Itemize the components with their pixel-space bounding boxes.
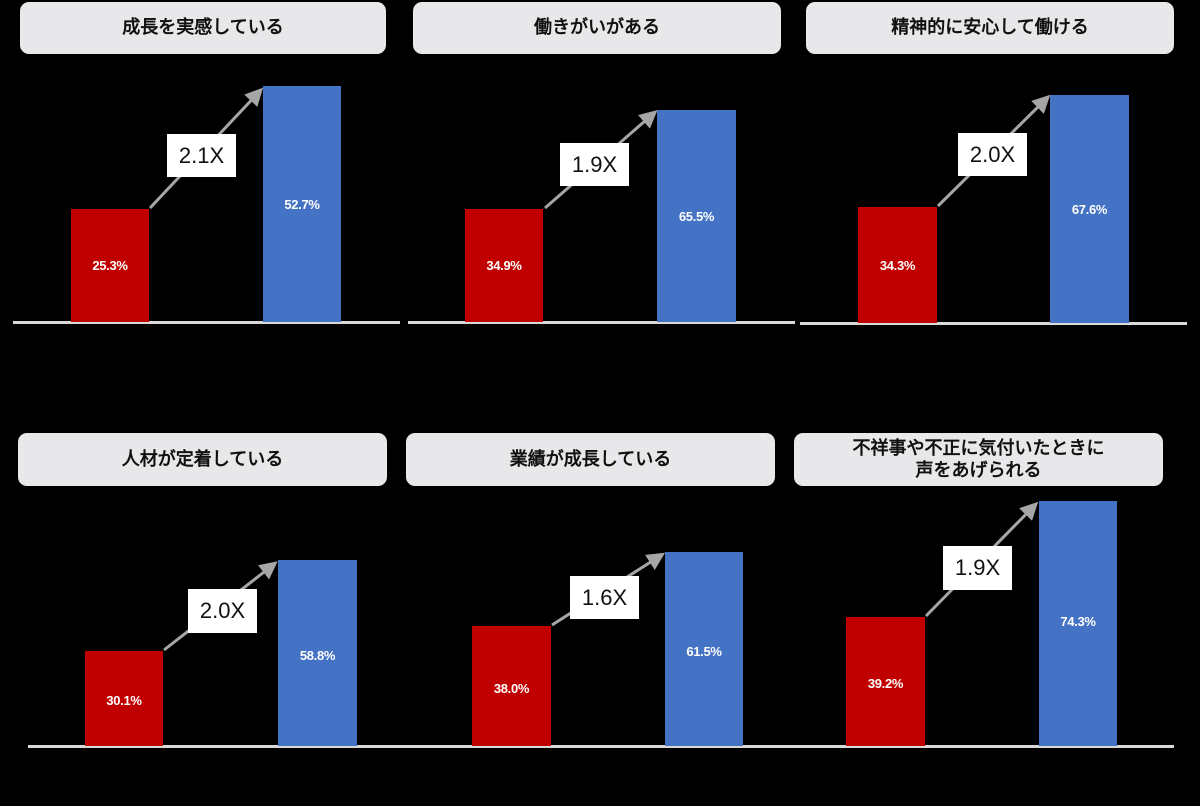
panel-title: 成長を実感している — [20, 2, 386, 54]
ratio-label: 2.0X — [188, 589, 257, 633]
baseline — [28, 745, 400, 748]
bar-value: 58.8% — [299, 647, 336, 663]
bar-value: 34.9% — [486, 258, 522, 273]
panel-title-line2: 声をあげられる — [915, 459, 1042, 481]
bar-value: 25.3% — [92, 258, 128, 273]
baseline — [408, 321, 795, 324]
bar-before: 38.0% — [472, 626, 551, 746]
bar-value: 74.3% — [1060, 614, 1096, 629]
bar-value: 61.5% — [686, 643, 722, 659]
bar-before: 25.3% — [71, 209, 149, 322]
panel-title: 業績が成長している — [406, 433, 775, 486]
ratio-label: 1.6X — [570, 576, 639, 619]
panel-title-line1: 不祥事や不正に気付いたときに — [852, 437, 1105, 459]
bar-before: 34.9% — [465, 209, 543, 322]
ratio-label: 2.1X — [167, 134, 236, 177]
bar-after: 58.8% — [278, 560, 357, 746]
bar-before: 30.1% — [85, 651, 163, 746]
bar-after: 67.6% — [1050, 95, 1129, 323]
bar-after: 65.5% — [657, 110, 736, 322]
bar-before: 39.2% — [846, 617, 925, 746]
bar-value: 52.7% — [284, 196, 320, 212]
panel-title: 働きがいがある — [413, 2, 781, 54]
panel-title: 人材が定着している — [18, 433, 387, 486]
panel-title: 精神的に安心して働ける — [806, 2, 1174, 54]
bar-after: 61.5% — [665, 552, 743, 746]
ratio-label: 1.9X — [943, 546, 1012, 590]
baseline — [13, 321, 400, 324]
bar-after: 74.3% — [1039, 501, 1117, 746]
ratio-label: 2.0X — [958, 133, 1027, 176]
bar-value: 30.1% — [106, 693, 142, 708]
bar-value: 34.3% — [879, 257, 916, 273]
panel-title: 不祥事や不正に気付いたときに 声をあげられる — [794, 433, 1163, 486]
bar-before: 34.3% — [858, 207, 937, 323]
bar-value: 65.5% — [678, 208, 715, 224]
bar-after: 52.7% — [263, 86, 341, 322]
baseline — [800, 322, 1187, 325]
ratio-label: 1.9X — [560, 143, 629, 186]
baseline — [790, 745, 1174, 748]
bar-value: 38.0% — [493, 680, 530, 696]
bar-value: 67.6% — [1071, 201, 1108, 217]
baseline — [400, 745, 800, 748]
bar-value: 39.2% — [867, 676, 904, 691]
